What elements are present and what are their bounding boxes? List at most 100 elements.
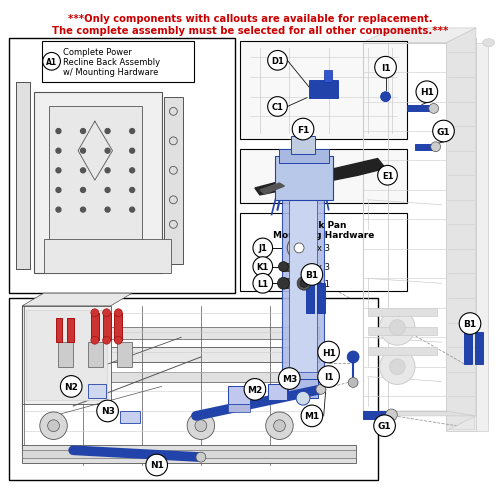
Text: x 3: x 3 (317, 263, 330, 271)
Bar (16, 83, 30, 269)
Circle shape (278, 368, 300, 389)
Bar (306, 284, 314, 313)
Text: A1: A1 (46, 58, 57, 67)
Bar (102, 313, 110, 341)
Circle shape (294, 244, 304, 253)
Bar (317, 284, 324, 313)
Bar (26, 310, 106, 400)
Circle shape (318, 366, 340, 387)
Text: I1: I1 (380, 63, 390, 73)
Circle shape (347, 351, 359, 363)
Bar (68, 318, 74, 343)
Circle shape (266, 412, 293, 440)
Circle shape (170, 138, 177, 145)
Bar (368, 308, 436, 316)
Circle shape (40, 412, 68, 440)
Polygon shape (260, 183, 284, 195)
Bar (448, 41, 474, 429)
Bar (48, 107, 142, 254)
Bar (415, 144, 436, 150)
Circle shape (91, 337, 98, 345)
Circle shape (114, 337, 122, 345)
Text: G1: G1 (436, 127, 450, 136)
Bar (10, 39, 235, 293)
Bar (24, 372, 319, 382)
Bar (22, 450, 356, 458)
Bar (476, 43, 488, 431)
Bar (288, 379, 318, 398)
Bar (10, 298, 378, 480)
Bar (282, 279, 310, 288)
Bar (114, 313, 122, 341)
Circle shape (56, 168, 61, 173)
Bar (91, 313, 98, 341)
Text: B1: B1 (306, 270, 318, 279)
Circle shape (374, 57, 396, 79)
Bar (240, 149, 407, 203)
Bar (368, 328, 436, 336)
Bar (292, 137, 315, 154)
Circle shape (130, 208, 134, 213)
Bar (42, 41, 194, 83)
Bar (44, 240, 172, 274)
Circle shape (56, 188, 61, 193)
Polygon shape (446, 29, 476, 431)
Bar (24, 328, 319, 340)
Bar (324, 71, 332, 83)
Circle shape (105, 129, 110, 134)
Circle shape (268, 98, 287, 117)
Circle shape (102, 337, 110, 345)
Text: ***Only components with callouts are available for replacement.: ***Only components with callouts are ava… (68, 14, 432, 24)
Bar (120, 411, 140, 423)
Circle shape (196, 452, 206, 462)
Bar (280, 149, 328, 164)
Text: D1: D1 (271, 57, 284, 66)
Text: M3: M3 (282, 374, 297, 383)
Circle shape (288, 237, 311, 260)
Circle shape (278, 262, 288, 272)
Bar (282, 263, 307, 271)
Circle shape (105, 168, 110, 173)
Polygon shape (22, 293, 132, 306)
Bar (290, 201, 317, 372)
Text: M2: M2 (248, 385, 262, 394)
Circle shape (48, 420, 60, 432)
Circle shape (170, 108, 177, 116)
Bar (22, 446, 356, 463)
Bar (240, 41, 407, 140)
Text: I1: I1 (324, 372, 334, 381)
Bar (228, 404, 250, 412)
Circle shape (274, 420, 285, 432)
Circle shape (459, 313, 481, 335)
Circle shape (416, 82, 438, 103)
Text: x 1: x 1 (317, 279, 330, 288)
Circle shape (429, 104, 438, 114)
Circle shape (296, 391, 310, 405)
Bar (268, 385, 287, 400)
Circle shape (56, 129, 61, 134)
Circle shape (187, 412, 214, 440)
Text: N3: N3 (100, 407, 114, 416)
Circle shape (105, 208, 110, 213)
Circle shape (114, 309, 122, 317)
Circle shape (253, 239, 272, 258)
Bar (118, 343, 132, 367)
Circle shape (80, 208, 86, 213)
Text: Complete Power: Complete Power (64, 48, 132, 57)
Bar (34, 93, 162, 274)
Circle shape (297, 277, 311, 290)
Polygon shape (255, 159, 386, 196)
Text: G1: G1 (378, 421, 392, 430)
Bar (368, 347, 436, 355)
Circle shape (56, 149, 61, 154)
Circle shape (386, 409, 398, 421)
Text: The complete assembly must be selected for all other components.***: The complete assembly must be selected f… (52, 26, 448, 36)
Polygon shape (363, 411, 476, 416)
Text: H1: H1 (420, 88, 434, 97)
Circle shape (432, 121, 454, 142)
Circle shape (318, 342, 340, 363)
Circle shape (97, 400, 118, 422)
Text: F1: F1 (297, 125, 309, 134)
Circle shape (378, 166, 398, 185)
Bar (88, 343, 102, 367)
